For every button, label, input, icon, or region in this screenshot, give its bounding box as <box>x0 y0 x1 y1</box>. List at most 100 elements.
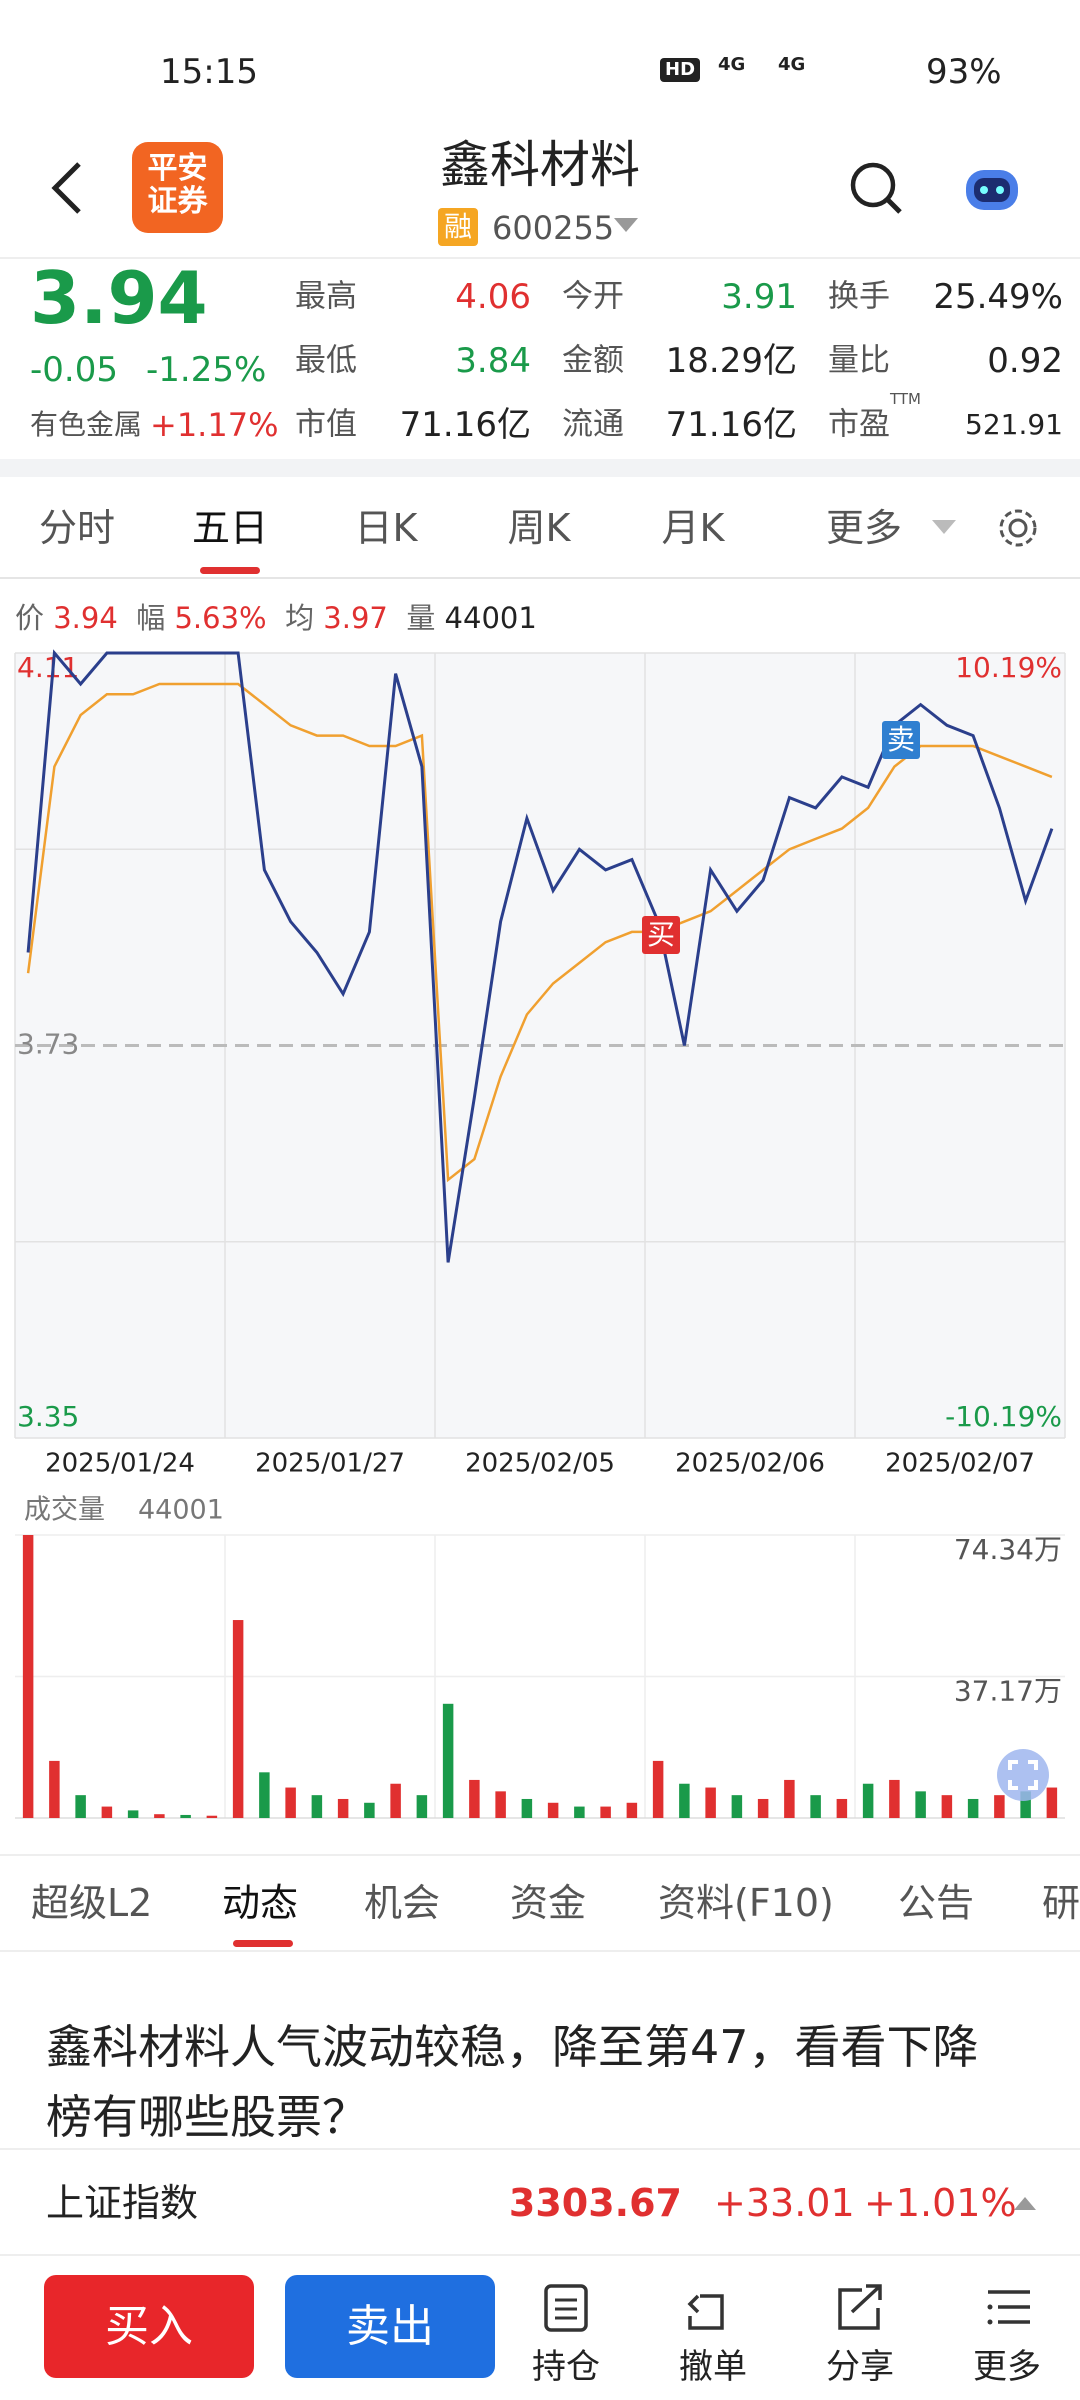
divider <box>0 577 1080 579</box>
toolbar-item[interactable]: 持仓 <box>532 2347 600 2387</box>
stat-value: 25.49% <box>933 277 1063 317</box>
stock-name: 鑫科材料 <box>440 136 640 194</box>
stat-label: 市盈 <box>828 406 890 443</box>
x-tick-label: 2025/02/06 <box>675 1449 825 1479</box>
volume-subtitle: 44001 <box>138 1495 224 1526</box>
index-change: +33.01 <box>714 2181 855 2225</box>
dropdown-icon[interactable] <box>612 216 640 236</box>
volume-bar <box>416 1795 428 1818</box>
stat-value: 4.06 <box>455 277 531 317</box>
y-tick-label: 37.17万 <box>954 1675 1062 1708</box>
tab-active[interactable]: 五日 <box>191 506 269 550</box>
settings-icon[interactable] <box>996 506 1040 550</box>
stock-code: 600255 <box>492 209 615 247</box>
search-icon[interactable] <box>848 160 904 216</box>
status-icon: HD <box>660 58 701 82</box>
volume-title: 成交量 <box>24 1495 105 1526</box>
volume-bar <box>967 1798 979 1818</box>
trade-marker-label: 卖 <box>887 723 915 756</box>
section-gap <box>0 459 1080 477</box>
tab[interactable]: 超级L2 <box>31 1881 153 1925</box>
volume-bar <box>101 1806 113 1818</box>
volume-bar <box>705 1787 716 1818</box>
status-icon: 4G <box>718 54 746 75</box>
tab-active[interactable]: 动态 <box>222 1881 299 1925</box>
divider <box>0 257 1080 259</box>
divider <box>0 1950 1080 1952</box>
logo: 平安 证券 <box>132 142 223 233</box>
info-label: 价 <box>15 601 45 635</box>
tab[interactable]: 机会 <box>364 1881 441 1925</box>
y2-tick-label: -10.19% <box>945 1400 1062 1433</box>
tab[interactable]: 周K <box>507 506 571 550</box>
tab[interactable]: 分时 <box>38 506 116 550</box>
toolbar-item[interactable]: 撤单 <box>679 2347 747 2387</box>
margin-tag: 融 <box>438 208 478 246</box>
stat-value: 71.16亿 <box>665 405 797 445</box>
volume-bar <box>810 1795 821 1818</box>
sell-button[interactable]: 卖出 <box>285 2275 495 2378</box>
tab[interactable]: 研 <box>1042 1881 1080 1925</box>
volume-bar <box>259 1772 270 1818</box>
stat-value: 71.16亿 <box>399 405 531 445</box>
volume-bar <box>652 1760 664 1818</box>
toolbar-item[interactable]: 分享 <box>826 2347 894 2387</box>
stat-label: 最高 <box>295 278 357 315</box>
volume-bar <box>574 1806 585 1818</box>
y-tick-label: 3.35 <box>17 1400 79 1433</box>
info-label: 均 <box>285 601 315 635</box>
price-line <box>26 649 1054 1263</box>
volume-bar <box>600 1806 611 1818</box>
status-icon: 4G <box>778 54 806 75</box>
volume-bar <box>469 1779 480 1818</box>
y-tick-label: 3.73 <box>17 1028 79 1061</box>
news-headline[interactable]: 鑫科材料人气波动较稳，降至第47，看看下降榜有哪些股票？ <box>46 2020 979 2144</box>
x-tick-label: 2025/01/24 <box>45 1449 195 1479</box>
volume-bar <box>1046 1787 1058 1818</box>
expand-button[interactable] <box>996 1748 1050 1802</box>
buy-button[interactable]: 买入 <box>44 2275 254 2378</box>
tab[interactable]: 月K <box>661 506 725 550</box>
y2-tick-label: 10.19% <box>955 651 1062 684</box>
volume-bar <box>206 1815 218 1818</box>
tab-indicator <box>233 1940 293 1947</box>
info-value: 44001 <box>444 601 537 635</box>
logo-text: 平安 <box>147 151 208 186</box>
volume-bar <box>49 1760 60 1818</box>
sector-name: 有色金属 <box>30 408 143 441</box>
volume-bar <box>390 1783 401 1818</box>
stat-value: 18.29亿 <box>665 341 797 381</box>
volume-bar <box>679 1783 690 1818</box>
y-tick-label: 74.34万 <box>954 1533 1062 1566</box>
tab[interactable]: 日K <box>354 506 418 550</box>
expand-arrow <box>1014 2197 1036 2210</box>
volume-bar <box>364 1802 375 1818</box>
index-bar[interactable] <box>0 2148 1080 2256</box>
price-change-pct: -1.25% <box>146 350 267 390</box>
volume-bar <box>285 1787 296 1818</box>
tab[interactable]: 公告 <box>898 1881 975 1925</box>
stat-value: 0.92 <box>987 341 1063 381</box>
status-battery: 93% <box>926 52 1002 92</box>
volume-bar <box>154 1814 165 1818</box>
chart-info: 价 3.94 幅 5.63% 均 3.97 量 44001 <box>15 604 537 633</box>
tab[interactable]: 资金 <box>510 1881 587 1925</box>
volume-bar <box>127 1810 139 1818</box>
toolbar-item[interactable]: 更多 <box>973 2347 1041 2387</box>
trade-marker <box>882 721 920 759</box>
x-tick-label: 2025/02/07 <box>885 1449 1035 1479</box>
stat-value: 3.84 <box>455 341 531 381</box>
back-button[interactable] <box>45 160 89 216</box>
stat-label: 市值 <box>295 406 357 443</box>
info-value: 3.94 <box>53 601 118 635</box>
stat-label: 流通 <box>562 406 624 443</box>
y-tick-label: 4.11 <box>17 651 79 684</box>
tab-indicator <box>200 567 260 574</box>
assistant-icon[interactable] <box>962 162 1022 214</box>
tab[interactable]: 更多 <box>825 506 903 550</box>
volume-bar <box>75 1795 86 1818</box>
stat-sup: TTM <box>890 390 922 408</box>
volume-bar <box>994 1795 1005 1818</box>
logo-text: 证券 <box>147 184 208 219</box>
tab[interactable]: 资料(F10) <box>658 1881 834 1925</box>
